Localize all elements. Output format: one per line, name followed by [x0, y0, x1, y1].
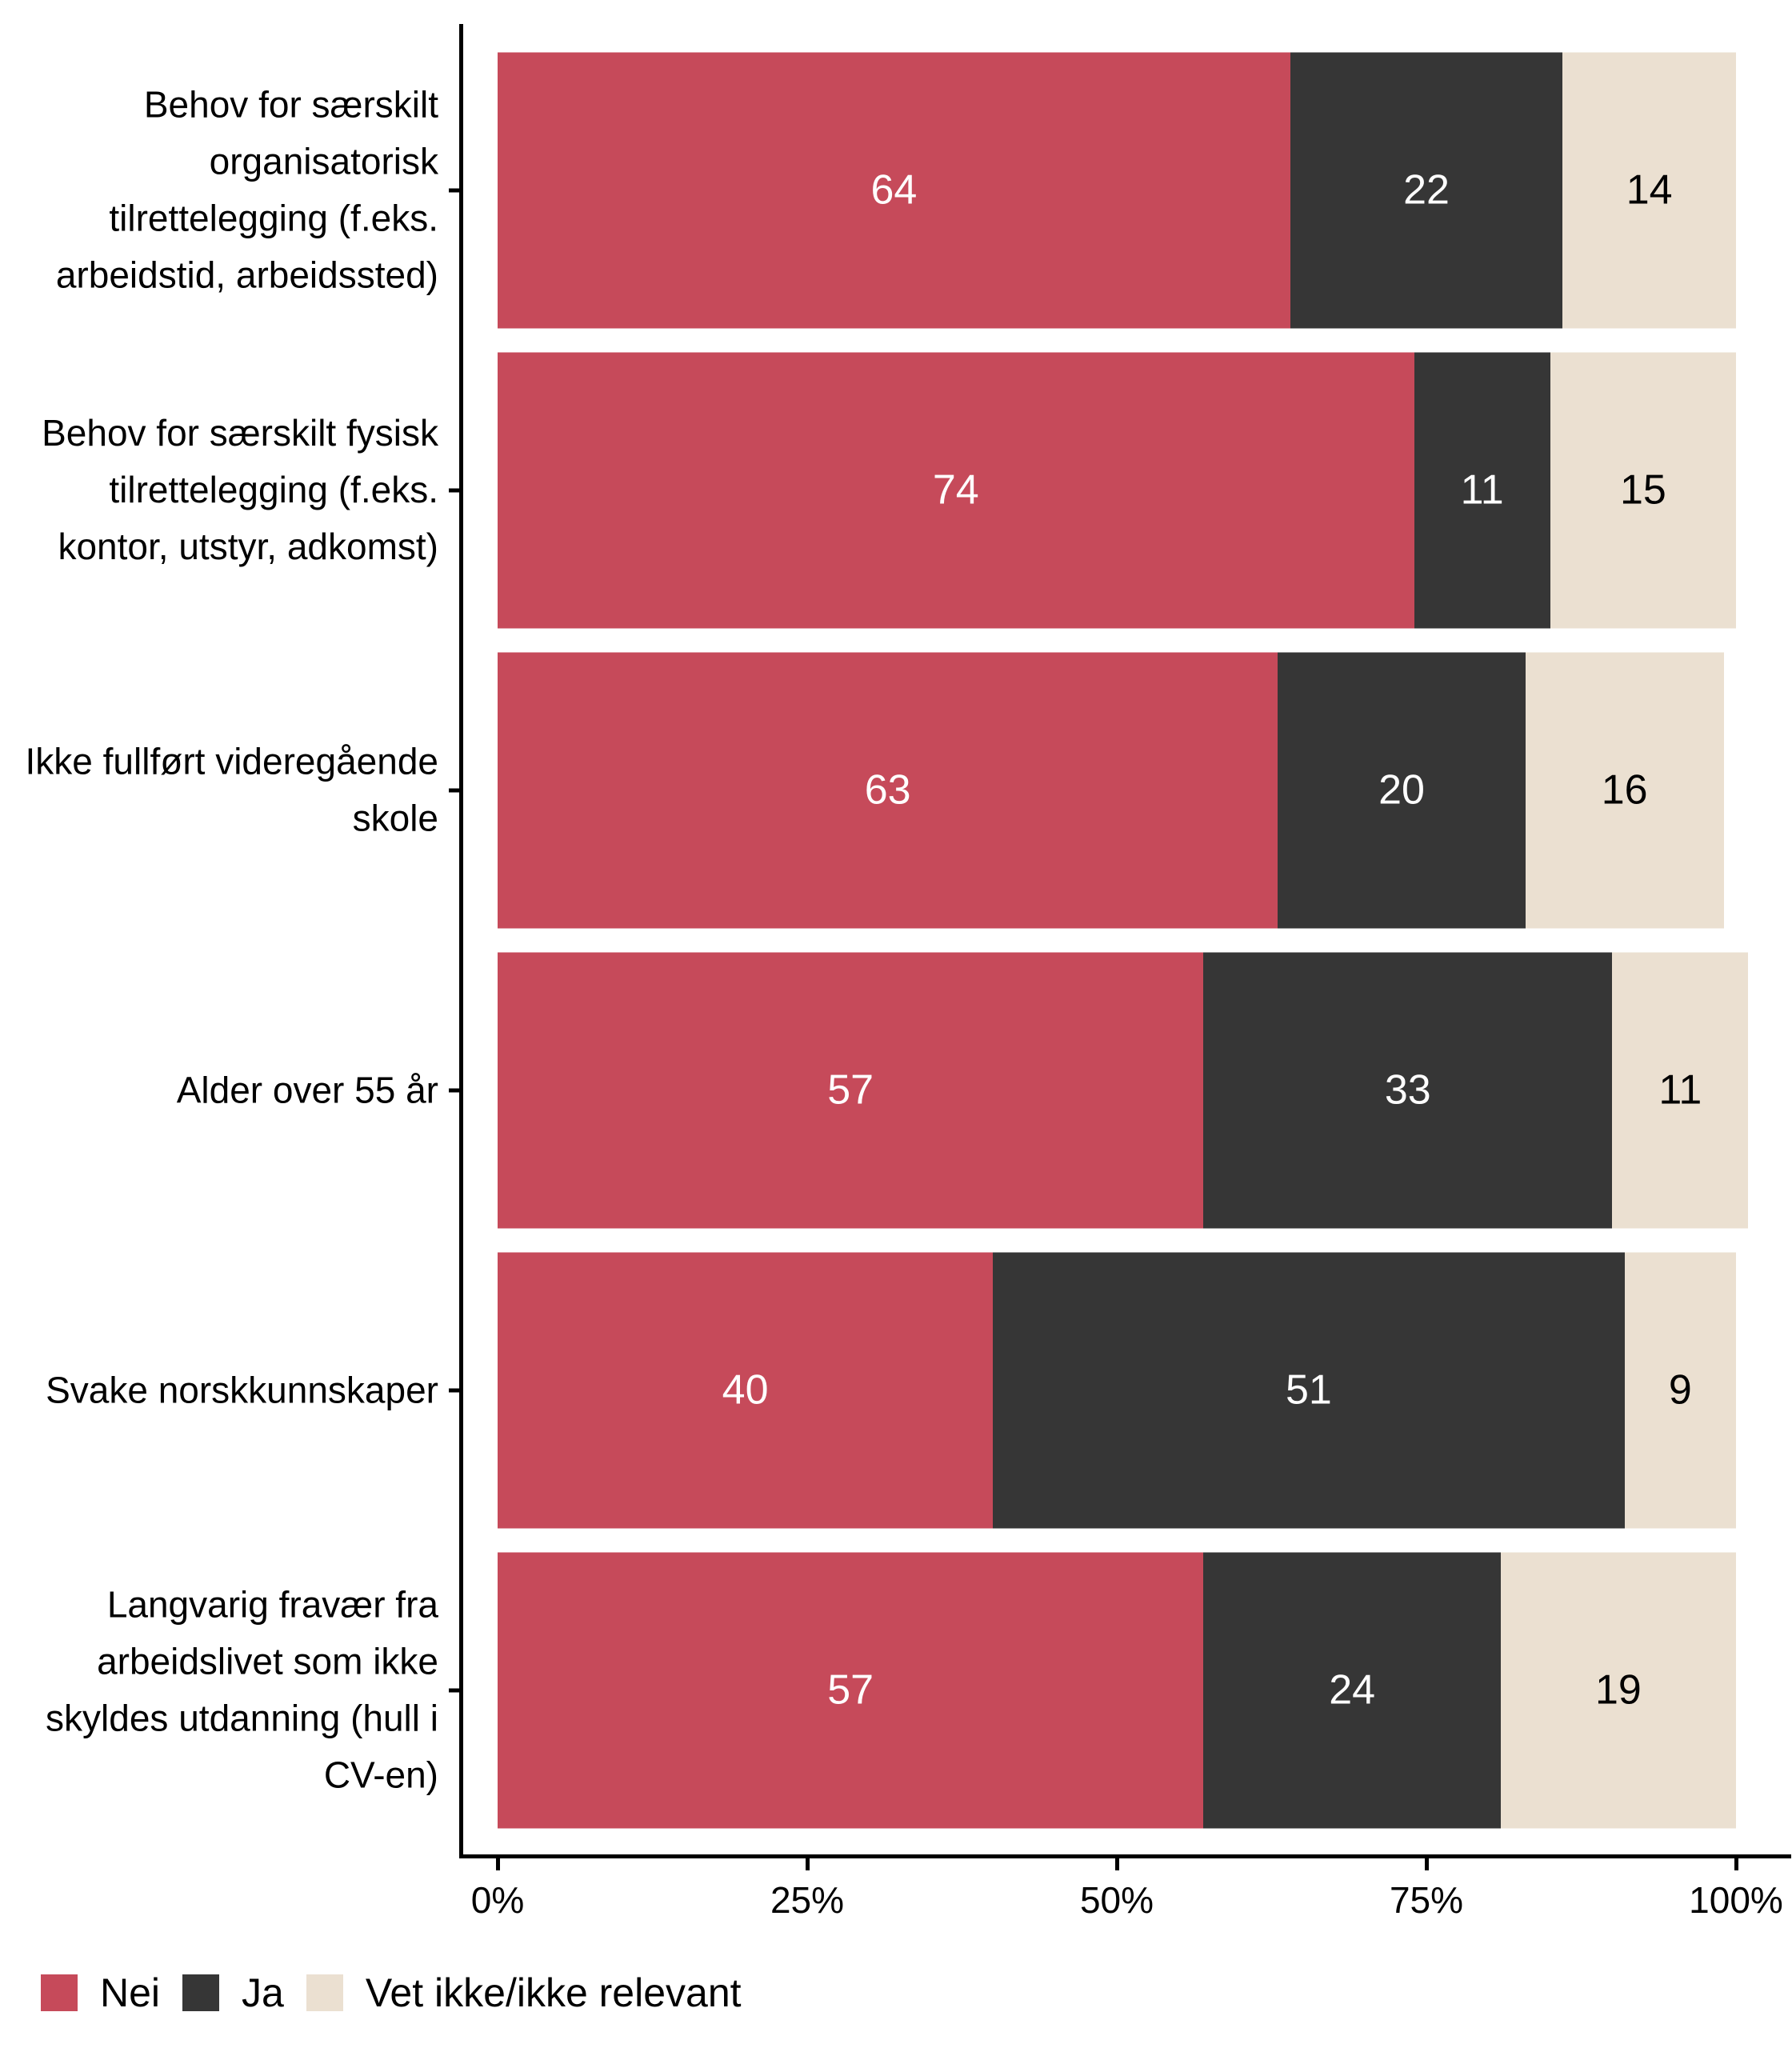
bar-segment-ja: 11: [1414, 352, 1550, 628]
bar-segment-vet-ikke: 15: [1550, 352, 1736, 628]
legend-swatch-vet-ikke: [306, 1974, 343, 2011]
bar-segment-vet-ikke: 11: [1612, 952, 1749, 1228]
category-label: Langvarig fravær fra arbeidslivet som ik…: [46, 1582, 438, 1796]
bar-value-label: 33: [1384, 1066, 1431, 1114]
bar-value-label: 51: [1286, 1366, 1332, 1414]
bar-segment-ja: 33: [1203, 952, 1613, 1228]
bar-segment-ja: 51: [993, 1252, 1625, 1528]
category-label: Svake norskkunnskaper: [46, 1368, 438, 1410]
y-axis-tick: [449, 188, 459, 192]
legend-label-nei: Nei: [100, 1970, 161, 2015]
bar-segment-vet-ikke: 16: [1525, 652, 1724, 928]
bar-segment-ja: 20: [1278, 652, 1526, 928]
chart-row: Ikke fullført videregående skole 63 20 1…: [0, 640, 1792, 940]
legend-swatch-nei: [41, 1974, 78, 2011]
bar-value-label: 40: [722, 1366, 769, 1414]
stacked-bar: 63 20 16: [498, 652, 1724, 928]
legend-label-ja: Ja: [242, 1970, 284, 2015]
bar-value-label: 57: [827, 1666, 874, 1714]
x-axis-tick: [806, 1858, 810, 1870]
bar-value-label: 63: [864, 766, 911, 814]
bar-segment-nei: 57: [498, 1552, 1204, 1828]
chart-row: Langvarig fravær fra arbeidslivet som ik…: [0, 1540, 1792, 1840]
bar-segment-nei: 74: [498, 352, 1414, 628]
stacked-bar: 40 51 9: [498, 1252, 1736, 1528]
x-axis-tick: [496, 1858, 500, 1870]
bar-value-label: 16: [1601, 766, 1648, 814]
bar-segment-nei: 64: [498, 52, 1290, 328]
bar-segment-vet-ikke: 19: [1500, 1552, 1736, 1828]
chart-row: Alder over 55 år 57 33 11: [0, 940, 1792, 1240]
bar-value-label: 74: [932, 466, 979, 514]
legend: Nei Ja Vet ikke/ikke relevant: [41, 1970, 742, 2016]
bar-segment-ja: 24: [1203, 1552, 1501, 1828]
bar-value-label: 19: [1595, 1666, 1642, 1714]
chart-rows: Behov for særskilt organisatorisk tilret…: [0, 40, 1792, 1840]
bar-segment-nei: 57: [498, 952, 1204, 1228]
bar-value-label: 11: [1658, 1066, 1702, 1114]
x-axis-tick-label: 0%: [470, 1879, 525, 1921]
legend-label-vet-ikke: Vet ikke/ikke relevant: [365, 1970, 742, 2015]
x-axis-tick: [1425, 1858, 1429, 1870]
category-label: Behov for særskilt fysisk tilretteleggin…: [42, 411, 438, 568]
chart-row: Svake norskkunnskaper 40 51 9: [0, 1240, 1792, 1540]
y-axis-tick: [449, 788, 459, 792]
category-label: Ikke fullført videregående skole: [25, 740, 439, 839]
bar-value-label: 64: [870, 166, 918, 214]
x-axis-line: [459, 1854, 1791, 1858]
y-axis-tick: [449, 1088, 459, 1092]
x-axis-tick-label: 100%: [1689, 1879, 1783, 1921]
bar-segment-vet-ikke: 14: [1562, 52, 1736, 328]
bar-segment-nei: 40: [498, 1252, 994, 1528]
bar-value-label: 22: [1403, 166, 1450, 214]
bar-value-label: 20: [1378, 766, 1425, 814]
stacked-bar: 57 33 11: [498, 952, 1749, 1228]
bar-value-label: 9: [1668, 1366, 1692, 1414]
bar-value-label: 24: [1329, 1666, 1376, 1714]
y-axis-line: [459, 24, 463, 1858]
x-axis-tick: [1115, 1858, 1119, 1870]
stacked-bar: 64 22 14: [498, 52, 1736, 328]
chart-row: Behov for særskilt organisatorisk tilret…: [0, 40, 1792, 340]
legend-swatch-ja: [182, 1974, 220, 2011]
bar-value-label: 11: [1460, 466, 1504, 514]
bar-value-label: 57: [827, 1066, 874, 1114]
bar-segment-vet-ikke: 9: [1624, 1252, 1736, 1528]
category-label: Alder over 55 år: [176, 1068, 438, 1110]
bar-segment-nei: 63: [498, 652, 1278, 928]
category-label: Behov for særskilt organisatorisk tilret…: [55, 82, 438, 296]
bar-segment-ja: 22: [1290, 52, 1563, 328]
y-axis-tick: [449, 488, 459, 492]
y-axis-tick: [449, 1688, 459, 1692]
bar-value-label: 14: [1626, 166, 1673, 214]
x-axis-tick-label: 50%: [1079, 1879, 1154, 1921]
stacked-bar: 74 11 15: [498, 352, 1736, 628]
x-axis-tick: [1734, 1858, 1738, 1870]
y-axis-tick: [449, 1388, 459, 1392]
chart-row: Behov for særskilt fysisk tilretteleggin…: [0, 340, 1792, 640]
x-axis-tick-label: 25%: [770, 1879, 845, 1921]
x-axis-tick-label: 75%: [1389, 1879, 1464, 1921]
bar-value-label: 15: [1619, 466, 1666, 514]
stacked-bar: 57 24 19: [498, 1552, 1736, 1828]
